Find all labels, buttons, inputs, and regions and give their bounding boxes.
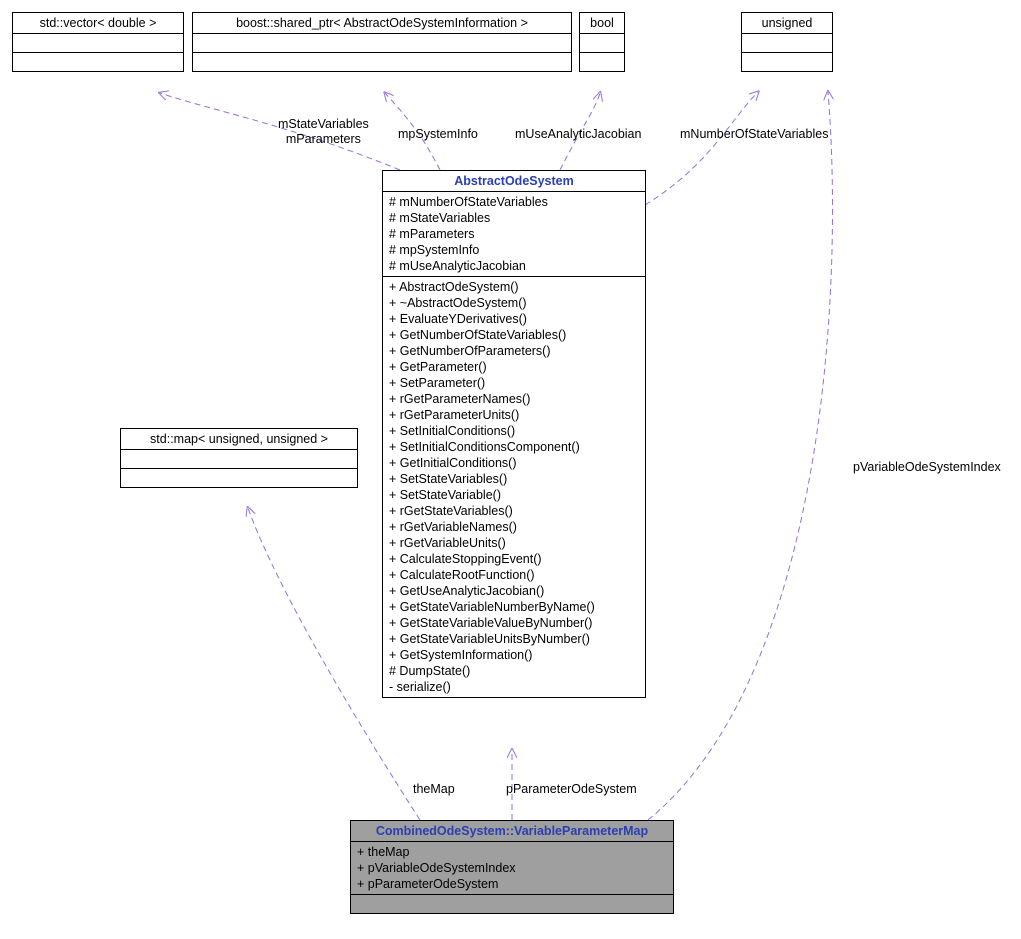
edge-label-museanalyticjacobian: mUseAnalyticJacobian [515,127,641,142]
operation-row: + GetStateVariableValueByNumber() [389,615,639,631]
class-box-vector: std::vector< double > [12,12,184,72]
operations-section: + AbstractOdeSystem()+ ~AbstractOdeSyste… [383,277,645,697]
class-title: unsigned [742,13,832,34]
operation-row: + SetParameter() [389,375,639,391]
class-title: std::vector< double > [13,13,183,34]
operation-row: + rGetVariableNames() [389,519,639,535]
operation-row: + GetInitialConditions() [389,455,639,471]
class-title[interactable]: AbstractOdeSystem [383,171,645,192]
operation-row: + CalculateRootFunction() [389,567,639,583]
attributes-section: # mNumberOfStateVariables# mStateVariabl… [383,192,645,277]
operation-row: - serialize() [389,679,639,695]
operation-row: + SetStateVariable() [389,487,639,503]
operation-row: + CalculateStoppingEvent() [389,551,639,567]
attribute-row: + theMap [357,844,667,860]
attributes-section [121,450,357,469]
attributes-section [580,34,624,53]
attribute-row: # mUseAnalyticJacobian [389,258,639,274]
attributes-section [193,34,571,53]
class-title: std::map< unsigned, unsigned > [121,429,357,450]
edge-label-mstatevariables: mStateVariablesmParameters [278,117,369,147]
edge-label-mpsysteminfo: mpSystemInfo [398,127,478,142]
operation-row: + GetParameter() [389,359,639,375]
edge-label-themap: theMap [413,782,455,797]
operations-section [580,53,624,71]
operation-row: + SetStateVariables() [389,471,639,487]
operation-row: + rGetVariableUnits() [389,535,639,551]
operation-row: + rGetParameterUnits() [389,407,639,423]
attribute-row: # mStateVariables [389,210,639,226]
operation-row: + GetNumberOfStateVariables() [389,327,639,343]
attribute-row: + pVariableOdeSystemIndex [357,860,667,876]
class-box-abstract-ode-system[interactable]: AbstractOdeSystem # mNumberOfStateVariabl… [382,170,646,698]
attributes-section [13,34,183,53]
operations-section [193,53,571,71]
class-title: boost::shared_ptr< AbstractOdeSystemInfo… [193,13,571,34]
operation-row: + AbstractOdeSystem() [389,279,639,295]
operations-section [742,53,832,71]
attribute-row: # mParameters [389,226,639,242]
attribute-row: + pParameterOdeSystem [357,876,667,892]
operation-row: + SetInitialConditions() [389,423,639,439]
class-title-link[interactable]: AbstractOdeSystem [454,174,574,188]
edge-label-pvariableodesysindex: pVariableOdeSystemIndex [853,460,1001,475]
attribute-row: # mpSystemInfo [389,242,639,258]
edge-label-mnumberofstatevars: mNumberOfStateVariables [680,127,828,142]
operation-row: + GetStateVariableNumberByName() [389,599,639,615]
operation-row: + ~AbstractOdeSystem() [389,295,639,311]
operation-row: + GetNumberOfParameters() [389,343,639,359]
class-box-map: std::map< unsigned, unsigned > [120,428,358,488]
operation-row: + rGetStateVariables() [389,503,639,519]
operation-row: + GetStateVariableUnitsByNumber() [389,631,639,647]
operations-section [121,469,357,487]
operation-row: # DumpState() [389,663,639,679]
operations-section [351,895,673,913]
operation-row: + rGetParameterNames() [389,391,639,407]
attributes-section [742,34,832,53]
class-box-sharedptr: boost::shared_ptr< AbstractOdeSystemInfo… [192,12,572,72]
attributes-section: + theMap+ pVariableOdeSystemIndex+ pPara… [351,842,673,895]
attribute-row: # mNumberOfStateVariables [389,194,639,210]
class-box-bool: bool [579,12,625,72]
class-box-unsigned: unsigned [741,12,833,72]
edge-label-pparameterodesystem: pParameterOdeSystem [506,782,637,797]
operation-row: + SetInitialConditionsComponent() [389,439,639,455]
operations-section [13,53,183,71]
class-title[interactable]: CombinedOdeSystem::VariableParameterMap [351,821,673,842]
operation-row: + EvaluateYDerivatives() [389,311,639,327]
class-title: bool [580,13,624,34]
operation-row: + GetSystemInformation() [389,647,639,663]
class-title-link[interactable]: CombinedOdeSystem::VariableParameterMap [376,824,648,838]
operation-row: + GetUseAnalyticJacobian() [389,583,639,599]
class-box-combined-ode-system[interactable]: CombinedOdeSystem::VariableParameterMap+… [350,820,674,914]
